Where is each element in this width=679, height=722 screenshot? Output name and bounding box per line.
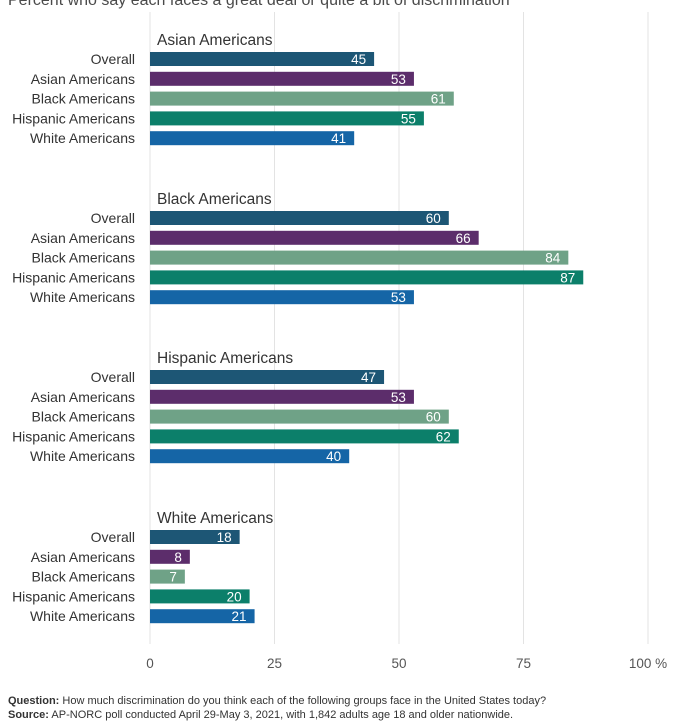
category-label: Asian Americans	[31, 549, 135, 565]
category-label: Overall	[91, 529, 135, 545]
bar	[150, 589, 250, 604]
chart-subtitle: Percent who say each faces a great deal …	[8, 0, 510, 9]
value-label: 20	[227, 589, 242, 604]
category-label: White Americans	[30, 608, 135, 624]
value-label: 8	[174, 550, 182, 565]
value-label: 60	[426, 211, 441, 226]
value-label: 55	[401, 111, 416, 126]
category-label: Overall	[91, 369, 135, 385]
category-label: White Americans	[30, 289, 135, 305]
value-label: 87	[560, 270, 575, 285]
value-label: 41	[331, 131, 346, 146]
value-label: 53	[391, 72, 406, 87]
value-label: 45	[351, 52, 366, 67]
category-label: Black Americans	[32, 409, 135, 425]
group-title: Asian Americans	[157, 32, 273, 49]
category-label: Black Americans	[32, 91, 135, 107]
category-label: Hispanic Americans	[12, 269, 135, 285]
bar	[150, 449, 350, 464]
bar	[150, 549, 190, 564]
category-label: White Americans	[30, 448, 135, 464]
value-label: 60	[426, 410, 441, 425]
x-tick-label: 25	[267, 656, 282, 671]
x-tick-label: 50	[391, 656, 406, 671]
value-label: 53	[391, 390, 406, 405]
value-label: 62	[436, 429, 451, 444]
source-note: Source: AP-NORC poll conducted April 29-…	[8, 708, 679, 722]
x-tick-label: 0	[146, 656, 154, 671]
x-tick-label: 75	[516, 656, 531, 671]
category-label: Black Americans	[32, 569, 135, 585]
category-label: Hispanic Americans	[12, 110, 135, 126]
bar	[150, 389, 414, 404]
bar	[150, 530, 240, 544]
value-label: 84	[545, 251, 561, 266]
group-title: Black Americans	[157, 191, 272, 208]
value-label: 40	[326, 449, 341, 464]
category-label: Black Americans	[32, 250, 135, 266]
bar	[150, 429, 459, 444]
value-label: 53	[391, 290, 406, 305]
group-title: Hispanic Americans	[157, 350, 293, 367]
bar	[150, 91, 454, 106]
bar	[150, 230, 479, 245]
bar	[150, 131, 355, 146]
bar	[150, 52, 375, 66]
question-note: Question: How much discrimination do you…	[8, 694, 679, 708]
source-label: Source:	[8, 709, 49, 721]
bar-chart: 0 25 50 75 100 % Asian Americans Overall 45 Asia…	[12, 12, 667, 671]
bar	[150, 71, 414, 86]
group-title: White Americans	[157, 510, 274, 527]
value-label: 7	[169, 570, 177, 585]
question-label: Question:	[8, 695, 60, 707]
bar	[150, 250, 569, 265]
bar	[150, 569, 185, 584]
x-tick-label: 100 %	[629, 656, 667, 671]
bar	[150, 211, 449, 225]
value-label: 66	[456, 231, 471, 246]
category-label: Asian Americans	[31, 230, 135, 246]
category-label: White Americans	[30, 130, 135, 146]
category-label: Hispanic Americans	[12, 428, 135, 444]
bar	[150, 409, 449, 424]
category-label: Overall	[91, 51, 135, 67]
category-label: Asian Americans	[31, 71, 135, 87]
value-label: 21	[232, 609, 247, 624]
bar	[150, 111, 424, 126]
category-label: Overall	[91, 210, 135, 226]
source-text: AP-NORC poll conducted April 29-May 3, 2…	[51, 709, 514, 721]
category-label: Hispanic Americans	[12, 588, 135, 604]
question-text: How much discrimination do you think eac…	[62, 695, 547, 707]
value-label: 47	[361, 370, 376, 385]
bar	[150, 290, 414, 305]
value-label: 18	[217, 530, 232, 545]
value-label: 61	[431, 92, 446, 107]
bar	[150, 609, 255, 624]
bar	[150, 270, 584, 285]
category-label: Asian Americans	[31, 389, 135, 405]
bar	[150, 370, 385, 384]
footnote: Question: How much discrimination do you…	[8, 694, 679, 722]
